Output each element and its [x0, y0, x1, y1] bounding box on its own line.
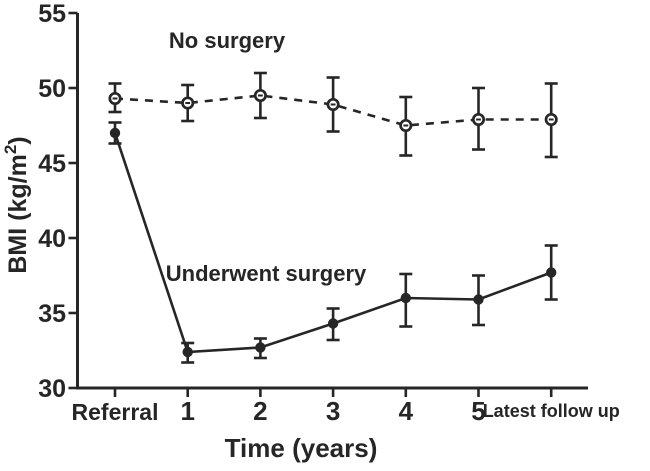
y-tick-label: 30	[38, 375, 66, 403]
y-tick-label: 50	[38, 75, 66, 103]
x-tick-label: Referral	[72, 399, 159, 425]
data-point-marker	[473, 294, 484, 305]
y-tick-label: 55	[38, 0, 66, 28]
x-tick-label: 4	[399, 396, 414, 426]
x-tick-label: Latest follow up	[483, 401, 620, 421]
y-tick-label: 40	[38, 225, 66, 253]
y-tick-label: 45	[38, 150, 66, 178]
x-tick-label: 3	[326, 396, 340, 426]
data-point-marker	[255, 342, 266, 353]
data-point-marker	[400, 292, 411, 304]
data-point-marker	[182, 346, 193, 358]
x-tick-label: 1	[180, 396, 194, 426]
y-axis-title: BMI (kg/m2)	[1, 136, 32, 273]
data-point-marker	[327, 318, 339, 329]
data-point-marker	[109, 127, 121, 139]
x-tick-label: 2	[253, 396, 267, 426]
y-tick-label: 35	[38, 300, 66, 328]
x-axis-title: Time (years)	[225, 433, 378, 463]
series-no-surgery	[108, 71, 558, 159]
underwent-surgery-label: Underwent surgery	[166, 261, 367, 286]
no-surgery-label: No surgery	[169, 28, 286, 53]
data-point-marker	[546, 267, 557, 278]
svg-text:BMI (kg/m2): BMI (kg/m2)	[1, 136, 32, 273]
series-underwent-surgery	[108, 121, 558, 364]
x-tick-label: 5	[471, 396, 485, 426]
